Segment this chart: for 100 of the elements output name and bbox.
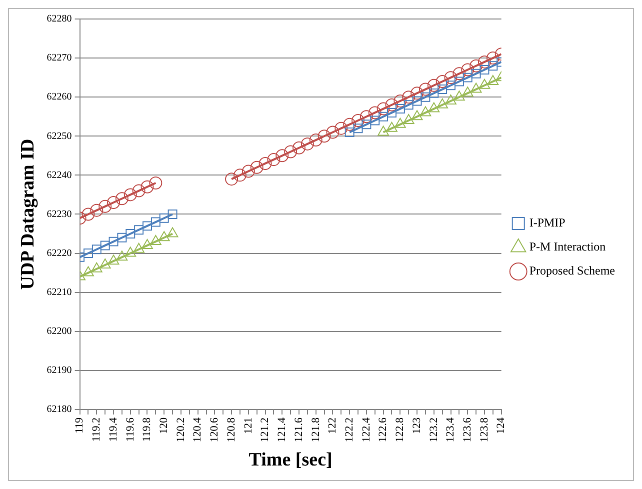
point (250, 160, 264, 174)
point (420, 92, 430, 102)
point (107, 196, 120, 210)
point (480, 65, 490, 74)
point (92, 244, 102, 254)
point (98, 200, 112, 213)
y-tick-label: 62230 (46, 208, 72, 220)
point (394, 94, 407, 108)
point (309, 134, 322, 147)
point (376, 102, 390, 116)
point (471, 68, 481, 78)
point (418, 82, 432, 96)
x-tick-label: 123.2 (428, 417, 440, 442)
point (395, 104, 405, 114)
point (488, 61, 498, 71)
x-tick-label: 121.4 (276, 416, 288, 442)
point (452, 67, 466, 80)
legend-label: I-PMIP (529, 216, 566, 230)
point (394, 118, 406, 128)
point (412, 96, 422, 106)
point (242, 164, 255, 178)
point (429, 88, 439, 98)
point (90, 262, 102, 272)
y-tick-label: 62190 (46, 365, 72, 376)
point (410, 86, 424, 100)
point (453, 90, 465, 101)
point (149, 176, 162, 190)
x-tick-label: 120.8 (225, 416, 238, 442)
point (385, 98, 398, 112)
point (150, 217, 160, 227)
point (387, 108, 396, 118)
point (344, 127, 354, 137)
y-tick-label: 62220 (46, 248, 72, 259)
x-tick-label: 123.4 (444, 416, 457, 442)
x-tick-label: 124 (495, 416, 508, 434)
point (478, 55, 491, 68)
x-tick-label: 119.4 (107, 416, 120, 442)
x-tick-label: 121.8 (310, 416, 322, 442)
point (386, 122, 398, 132)
point (370, 116, 380, 126)
y-tick-label: 62250 (46, 130, 72, 142)
x-tick-label: 122.4 (360, 416, 372, 442)
point (446, 80, 456, 90)
point (140, 180, 154, 194)
x-tick-label: 122.2 (343, 417, 356, 442)
point (436, 98, 448, 108)
point (99, 258, 111, 268)
point (159, 213, 169, 223)
y-tick-label: 62280 (46, 14, 72, 25)
point (444, 71, 458, 84)
point (402, 90, 416, 104)
point (142, 221, 152, 231)
x-tick-label: 119 (74, 416, 86, 434)
point (428, 102, 440, 112)
point (150, 235, 162, 246)
x-tick-label: 123.8 (478, 416, 490, 442)
point (326, 126, 340, 139)
point (166, 227, 178, 238)
point (487, 74, 499, 85)
x-tick-label: 123 (410, 416, 423, 434)
point (462, 86, 474, 97)
x-tick-label: 120.6 (208, 416, 221, 442)
x-tick-label: 121 (242, 417, 254, 434)
y-tick-label: 62180 (46, 404, 72, 416)
point (108, 254, 120, 265)
x-tick-label: 121.6 (292, 416, 305, 442)
point (124, 188, 137, 202)
point (276, 149, 289, 162)
x-tick-label: 120.4 (192, 416, 204, 442)
point (343, 118, 356, 131)
x-tick-label: 120 (158, 416, 170, 434)
y-tick-label: 62260 (46, 92, 72, 103)
y-tick-label: 62270 (46, 52, 72, 64)
point (352, 114, 365, 128)
point (233, 168, 246, 182)
point (454, 76, 464, 86)
x-tick-label: 119.8 (141, 416, 154, 442)
x-tick-label: 121.2 (259, 417, 272, 442)
y-tick-label: 62200 (46, 326, 72, 337)
legend-label: P-M Interaction (529, 240, 606, 254)
y-tick-label: 62210 (46, 286, 72, 298)
point (318, 130, 331, 143)
point (470, 82, 482, 93)
x-tick-label: 122 (326, 417, 339, 434)
x-tick-label: 123.6 (462, 416, 474, 442)
point (378, 126, 390, 136)
point (461, 63, 474, 76)
point (158, 231, 170, 242)
point (82, 266, 94, 276)
x-tick-label: 119.6 (124, 416, 136, 442)
x-tick-label: 122.8 (394, 416, 406, 442)
point (368, 106, 382, 120)
point (445, 94, 456, 104)
point (486, 52, 500, 65)
point (436, 74, 449, 88)
point (168, 209, 178, 219)
point (124, 246, 136, 257)
point (117, 232, 127, 242)
x-tick-label: 119.2 (90, 417, 103, 442)
point (420, 106, 432, 116)
